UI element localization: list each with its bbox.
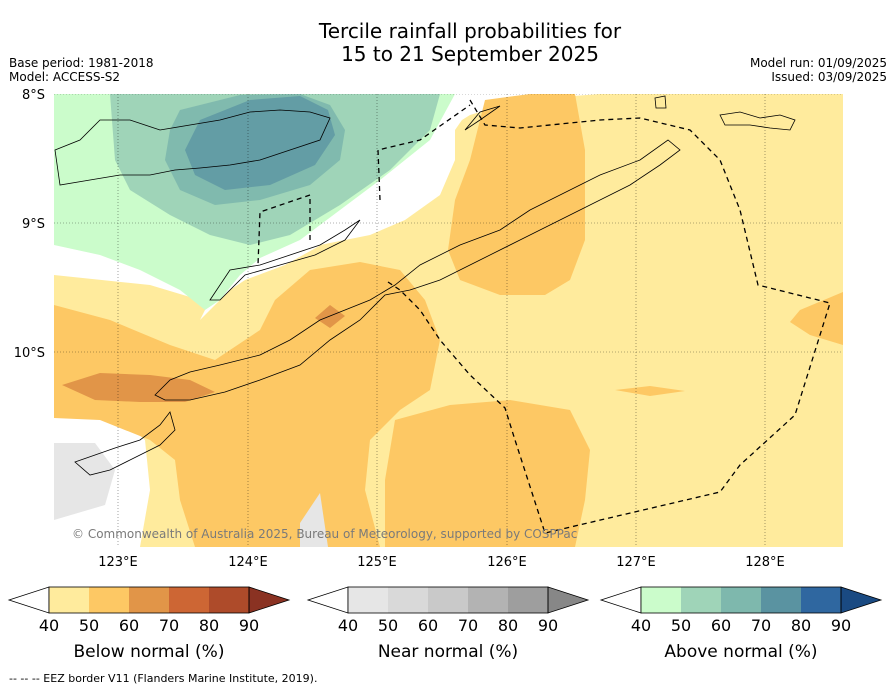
colorbar-3-outline — [640, 586, 842, 614]
map-title: Tercile rainfall probabilities for 15 to… — [0, 20, 896, 66]
colorbar-2-tick-60: 60 — [418, 616, 438, 635]
colorbar-2-high-extension — [547, 586, 590, 614]
coastline-timor — [154, 139, 681, 401]
map-panel — [54, 94, 843, 547]
colorbar-3-title: Above normal (%) — [664, 642, 817, 662]
near-normal-40-50-area-west — [54, 443, 115, 520]
copyright-text: © Commonwealth of Australia 2025, Bureau… — [72, 527, 578, 541]
colorbar-2-tick-70: 70 — [458, 616, 478, 635]
colorbar-2-tick-80: 80 — [498, 616, 518, 635]
colorbar-1-segment-4 — [169, 587, 209, 613]
below-normal-50-60-area-east — [790, 292, 843, 345]
coastline-island-small-1 — [654, 95, 667, 109]
colorbar-2-tick-50: 50 — [378, 616, 398, 635]
model-name: Model: ACCESS-S2 — [9, 70, 121, 84]
colorbar-3-segment-1 — [641, 587, 681, 613]
colorbar-3-tick-70: 70 — [751, 616, 771, 635]
colorbar-1-segment-3 — [129, 587, 169, 613]
gridlines — [54, 94, 843, 547]
base-period: Base period: 1981-2018 — [9, 56, 154, 70]
below-normal-60-70-area-small — [315, 305, 345, 328]
colorbar-1-tick-90: 90 — [239, 616, 259, 635]
lon-label-124e: 124°E — [228, 555, 268, 570]
lat-label-8s: 8°S — [22, 88, 45, 103]
colorbar-3-high-extension — [840, 586, 883, 614]
colorbar-1-tick-60: 60 — [119, 616, 139, 635]
colorbar-1-title: Below normal (%) — [74, 642, 225, 662]
colorbar-3-tick-60: 60 — [711, 616, 731, 635]
below-normal-60-70-area-west — [62, 373, 215, 402]
colorbar-2-tick-40: 40 — [338, 616, 358, 635]
colorbar-2-segment-1 — [348, 587, 388, 613]
colorbar-3-segment-3 — [721, 587, 761, 613]
colorbar-1-tick-50: 50 — [79, 616, 99, 635]
colorbar-3-tick-50: 50 — [671, 616, 691, 635]
lon-label-126e: 126°E — [487, 555, 527, 570]
colorbar-1-outline — [48, 586, 250, 614]
colorbar-2: 40 50 60 70 80 90 Near normal (%) — [306, 586, 590, 662]
coastline-alor — [209, 219, 361, 301]
footnote: -- -- -- EEZ border V11 (Flanders Marine… — [9, 672, 318, 685]
colorbar-3-tick-40: 40 — [631, 616, 651, 635]
colorbar-2-segment-3 — [428, 587, 468, 613]
lat-label-10s: 10°S — [14, 346, 45, 361]
colorbar-3-low-extension — [599, 586, 642, 614]
lon-label-128e: 128°E — [745, 555, 785, 570]
title-line-1: Tercile rainfall probabilities for — [318, 19, 622, 43]
coastline-babar — [719, 111, 796, 131]
colorbar-1-low-extension — [7, 586, 50, 614]
colorbar-1-segment-2 — [89, 587, 129, 613]
colorbar-3-segment-4 — [761, 587, 801, 613]
coastline-flores — [54, 109, 331, 186]
title-line-2: 15 to 21 September 2025 — [341, 42, 599, 66]
lon-label-123e: 123°E — [98, 555, 138, 570]
colorbar-1-tick-40: 40 — [39, 616, 59, 635]
meta-right: Model run: 01/09/2025 Issued: 03/09/2025 — [750, 56, 887, 84]
below-normal-50-60-area-south — [385, 400, 590, 547]
colorbar-3: 40 50 60 70 80 90 Above normal (%) — [599, 586, 883, 662]
colorbar-3-tick-90: 90 — [831, 616, 851, 635]
coastline-sumba — [74, 411, 176, 476]
colorbar-2-title: Near normal (%) — [378, 642, 518, 662]
colorbar-2-segment-4 — [468, 587, 508, 613]
colorbar-3-tick-80: 80 — [791, 616, 811, 635]
colorbar-2-segment-5 — [508, 587, 548, 613]
coastlines — [54, 95, 796, 476]
issued-date: Issued: 03/09/2025 — [771, 70, 887, 84]
colorbar-2-outline — [347, 586, 549, 614]
colorbar-3-segment-2 — [681, 587, 721, 613]
below-normal-50-60-area-west — [54, 262, 440, 547]
lon-label-125e: 125°E — [357, 555, 397, 570]
colorbar-3-segment-5 — [801, 587, 841, 613]
colorbar-1-segment-5 — [209, 587, 249, 613]
near-normal-40-50-area-south — [300, 493, 328, 547]
below-normal-50-60-area-north — [448, 94, 585, 295]
colorbars: 40 50 60 70 80 90 Below normal (%) 40 50 60 70 80 90… — [7, 586, 883, 662]
colorbar-1-segment-1 — [49, 587, 89, 613]
colorbar-2-low-extension — [306, 586, 349, 614]
colorbar-1: 40 50 60 70 80 90 Below normal (%) — [7, 586, 291, 662]
coastline-wetar — [464, 105, 501, 131]
colorbar-1-high-extension — [248, 586, 291, 614]
meta-left: Base period: 1981-2018 Model: ACCESS-S2 — [9, 56, 154, 84]
below-normal-50-60-area-small — [615, 386, 685, 396]
lat-label-9s: 9°S — [22, 217, 45, 232]
lon-label-127e: 127°E — [616, 555, 656, 570]
colorbar-1-tick-80: 80 — [199, 616, 219, 635]
colorbar-1-tick-70: 70 — [159, 616, 179, 635]
eez-border — [257, 99, 831, 534]
colorbar-2-tick-90: 90 — [538, 616, 558, 635]
colorbar-2-segment-2 — [388, 587, 428, 613]
model-run: Model run: 01/09/2025 — [749, 56, 887, 70]
